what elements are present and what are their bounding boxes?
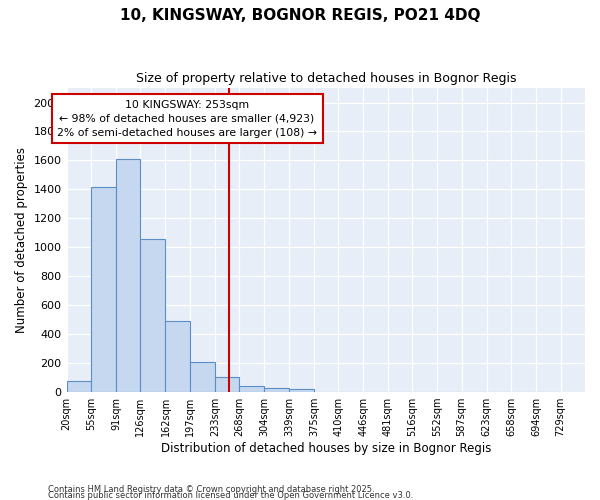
Title: Size of property relative to detached houses in Bognor Regis: Size of property relative to detached ho… [136, 72, 516, 86]
Y-axis label: Number of detached properties: Number of detached properties [15, 147, 28, 333]
Text: 10, KINGSWAY, BOGNOR REGIS, PO21 4DQ: 10, KINGSWAY, BOGNOR REGIS, PO21 4DQ [120, 8, 480, 22]
Text: Contains public sector information licensed under the Open Government Licence v3: Contains public sector information licen… [48, 490, 413, 500]
Bar [116, 159, 140, 392]
Bar [239, 386, 265, 392]
Text: 10 KINGSWAY: 253sqm
← 98% of detached houses are smaller (4,923)
2% of semi-deta: 10 KINGSWAY: 253sqm ← 98% of detached ho… [57, 100, 317, 138]
X-axis label: Distribution of detached houses by size in Bognor Regis: Distribution of detached houses by size … [161, 442, 491, 455]
Text: Contains HM Land Registry data © Crown copyright and database right 2025.: Contains HM Land Registry data © Crown c… [48, 484, 374, 494]
Bar [265, 388, 289, 392]
Bar [91, 186, 116, 392]
Bar [215, 377, 239, 392]
Bar [289, 389, 314, 392]
Bar [190, 362, 215, 392]
Bar [140, 238, 166, 392]
Bar [166, 321, 190, 392]
Bar [67, 380, 91, 392]
